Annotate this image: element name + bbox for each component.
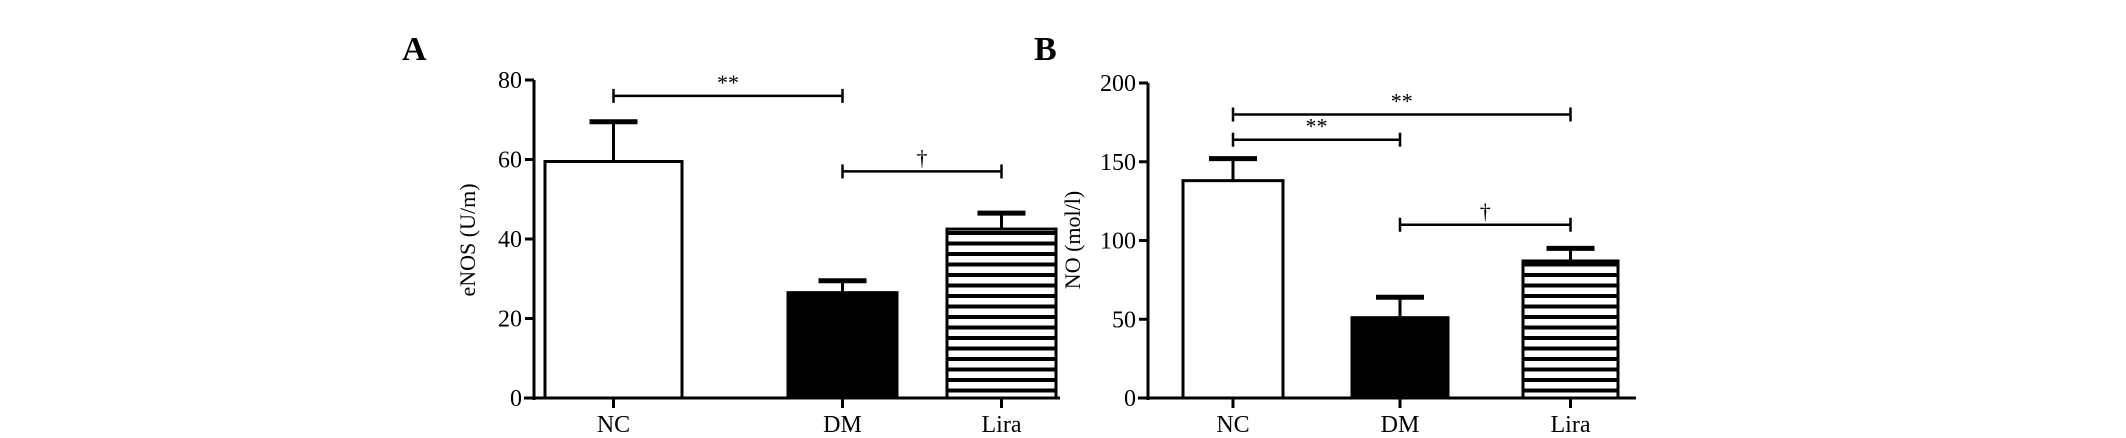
x-tick-label: DM bbox=[1381, 412, 1420, 438]
y-tick-label: 50 bbox=[1112, 307, 1136, 333]
y-tick-label: 80 bbox=[498, 68, 522, 94]
y-tick-label: 200 bbox=[1100, 71, 1136, 97]
y-tick-label: 40 bbox=[498, 227, 522, 253]
y-tick-label: 60 bbox=[498, 148, 522, 174]
significance-label: † bbox=[917, 145, 928, 170]
bar-nc bbox=[1181, 179, 1285, 400]
y-tick-label: 150 bbox=[1100, 150, 1136, 176]
bar-lira bbox=[945, 227, 1058, 400]
x-tick-label: Lira bbox=[1551, 412, 1591, 438]
x-tick-label: DM bbox=[823, 412, 862, 438]
y-tick-label: 0 bbox=[510, 386, 522, 412]
panel-a-chart: A eNOS (U/m) 0 20 40 60 80 NC DM Lira ** † bbox=[402, 31, 1060, 438]
significance-label: † bbox=[1480, 199, 1491, 224]
bar-lira bbox=[1521, 259, 1620, 400]
y-tick-label: 0 bbox=[1124, 386, 1136, 412]
x-tick-label: NC bbox=[1216, 412, 1249, 438]
bar-dm bbox=[786, 291, 899, 400]
significance-label: ** bbox=[717, 70, 739, 95]
y-tick-label: 100 bbox=[1100, 229, 1136, 255]
bar-nc bbox=[543, 159, 684, 400]
x-tick-label: Lira bbox=[982, 412, 1022, 438]
bar-dm bbox=[1350, 316, 1450, 400]
panel-b-chart: B NO (mol/l) 0 50 100 150 200 NC DM Lira ** ** † bbox=[1034, 31, 1636, 438]
y-axis-label: NO (mol/l) bbox=[1060, 191, 1085, 289]
significance-label: ** bbox=[1391, 89, 1413, 114]
panel-label: A bbox=[402, 31, 427, 68]
y-axis-label: eNOS (U/m) bbox=[455, 183, 480, 296]
y-tick-label: 20 bbox=[498, 307, 522, 333]
significance-label: ** bbox=[1306, 114, 1328, 139]
panel-label: B bbox=[1034, 31, 1057, 68]
x-tick-label: NC bbox=[597, 412, 630, 438]
